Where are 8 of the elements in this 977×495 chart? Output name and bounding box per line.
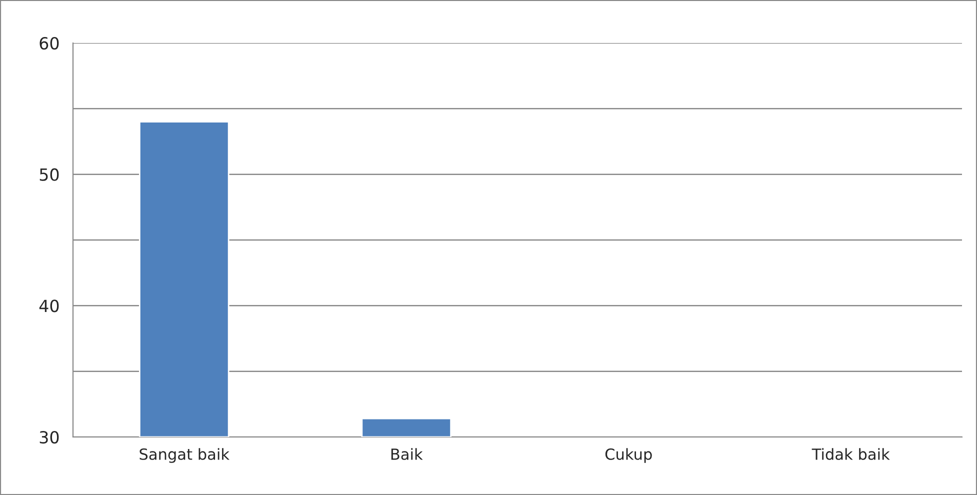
x-tick-label: Sangat baik: [140, 448, 230, 463]
x-tick-label: Baik: [391, 448, 423, 460]
y-tick-label: 50: [40, 168, 59, 181]
x-tick-label: Cukup: [605, 448, 652, 463]
y-tick-label: 60: [40, 36, 59, 50]
x-tick-label: Tidak baik: [812, 448, 890, 460]
y-tick-label: 40: [39, 300, 59, 312]
y-tick-label: 30: [40, 430, 59, 444]
